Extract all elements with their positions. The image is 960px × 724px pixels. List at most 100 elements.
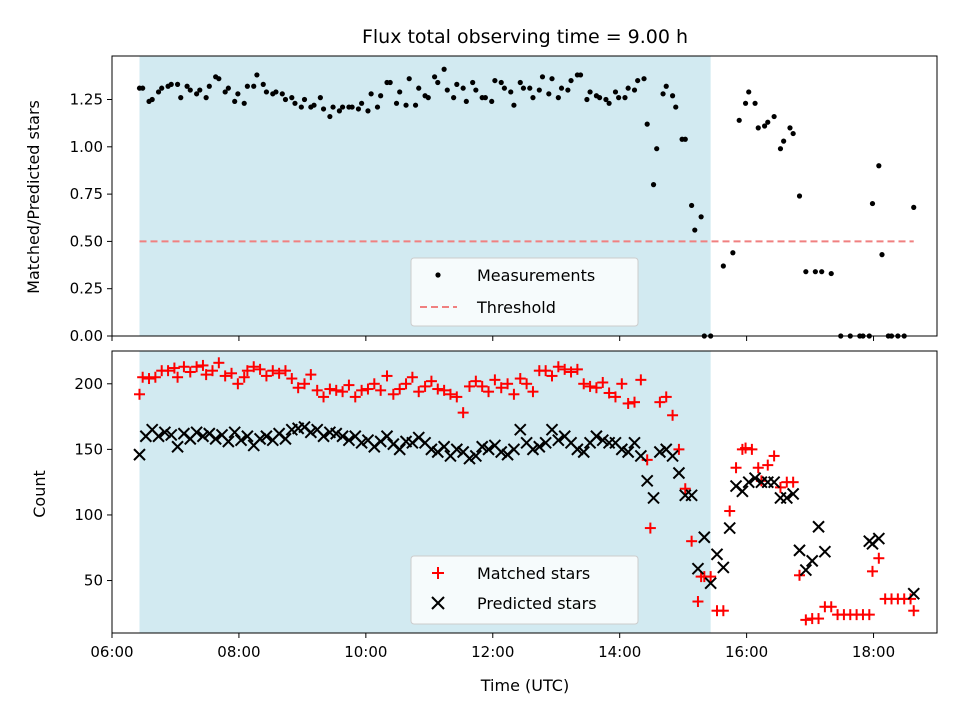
predicted-star-point: [450, 443, 464, 456]
predicted-star-point: [241, 430, 254, 443]
measurement-point: [777, 146, 784, 152]
predicted-star-point: [723, 521, 736, 535]
predicted-star-point: [158, 426, 172, 439]
predicted-star-point: [628, 436, 641, 450]
matched-star-point: [597, 376, 609, 388]
y-tick-label: 0.50: [70, 232, 103, 250]
matched-star-point: [400, 378, 412, 390]
measurement-point: [263, 89, 270, 95]
predicted-star-point: [260, 430, 273, 443]
measurement-point: [498, 79, 504, 86]
predicted-star-point: [812, 520, 825, 533]
measurement-point: [273, 89, 279, 95]
predicted-star-point: [317, 430, 330, 443]
matched-star-point: [241, 365, 253, 377]
measurement-point: [416, 85, 422, 91]
predicted-star-point: [526, 443, 540, 456]
chart-title: Flux total observing time = 9.00 h: [362, 26, 688, 48]
matched-star-point: [654, 396, 666, 408]
matched-star-point: [622, 397, 634, 409]
measurement-point: [289, 95, 295, 101]
predicted-star-point: [786, 487, 800, 501]
measurement-point: [435, 79, 441, 86]
matched-star-point: [279, 365, 291, 377]
matched-star-point: [413, 386, 425, 398]
matched-star-point: [546, 370, 558, 382]
matched-star-point: [213, 357, 225, 369]
measurement-point: [669, 93, 676, 99]
matched-star-point: [514, 373, 526, 385]
matched-star-point: [219, 370, 231, 382]
y-tick-label: 0.75: [70, 185, 103, 203]
measurement-point: [178, 95, 184, 101]
matched-star-point: [584, 380, 596, 392]
x-axis-label: Time (UTC): [480, 676, 569, 695]
predicted-star-point: [336, 430, 349, 443]
measurement-point: [635, 77, 641, 84]
matched-star-point: [692, 596, 704, 608]
predicted-star-point: [495, 445, 508, 459]
matched-star-point: [149, 371, 161, 383]
matched-star-point: [905, 593, 917, 605]
measurement-point: [206, 83, 212, 89]
matched-star-point: [311, 384, 323, 396]
predicted-star-point: [552, 433, 565, 447]
matched-star-point: [464, 380, 475, 392]
measurement-point: [311, 102, 317, 108]
predicted-star-point: [330, 427, 343, 440]
predicted-star-point: [190, 426, 203, 439]
matched-star-point: [470, 375, 482, 387]
measurement-point: [463, 98, 469, 105]
measurement-point: [320, 106, 327, 112]
matched-star-point: [571, 363, 583, 375]
legend-threshold: Threshold: [476, 298, 556, 317]
measurement-point: [187, 87, 193, 93]
measurement-point: [387, 79, 393, 86]
measurement-point: [812, 269, 818, 275]
matched-star-point: [324, 383, 336, 395]
measurement-point: [431, 74, 438, 80]
matched-star-point: [451, 391, 463, 403]
measurement-point: [796, 193, 803, 199]
measurement-point: [736, 117, 742, 123]
measurement-point: [374, 104, 381, 110]
y-tick-label: 100: [74, 506, 103, 524]
measurement-point: [225, 85, 231, 91]
measurement-point: [673, 104, 679, 110]
measurement-point: [425, 95, 431, 101]
measurement-point: [336, 108, 343, 114]
predicted-star-point: [736, 485, 749, 498]
measurement-point: [140, 85, 146, 91]
matched-star-point: [206, 365, 218, 377]
matched-star-point: [787, 476, 799, 488]
matched-star-point: [197, 359, 209, 371]
matched-star-point: [609, 391, 621, 403]
measurement-point: [755, 125, 761, 131]
matched-star-point: [908, 605, 920, 617]
matched-star-point: [394, 383, 406, 395]
matched-star-point: [444, 388, 456, 400]
measurement-point: [644, 121, 650, 127]
measurement-point: [819, 269, 825, 275]
measurement-point: [612, 89, 619, 95]
measurement-point: [501, 85, 508, 91]
legend-predicted-marker: [431, 596, 445, 610]
measurement-point: [365, 108, 371, 114]
y-tick-label: 0.00: [70, 327, 103, 345]
matched-star-point: [362, 383, 374, 395]
top-panel: 0.00 0.25 0.50 0.75 1.00 1.25 Matched/Predict…: [24, 55, 938, 345]
matched-star-point: [752, 462, 764, 474]
matched-star-point: [356, 384, 368, 396]
measurement-point: [603, 96, 609, 103]
matched-star-point: [578, 378, 590, 390]
measurement-point: [254, 72, 260, 78]
y-tick-label: 200: [74, 375, 103, 393]
predicted-star-point: [710, 548, 724, 561]
predicted-star-point: [805, 554, 819, 568]
matched-star-point: [432, 383, 444, 395]
matched-star-point: [565, 366, 577, 378]
matched-star-point: [866, 565, 878, 577]
legend-predicted-stars: Predicted stars: [477, 594, 597, 613]
matched-star-point: [740, 442, 752, 454]
